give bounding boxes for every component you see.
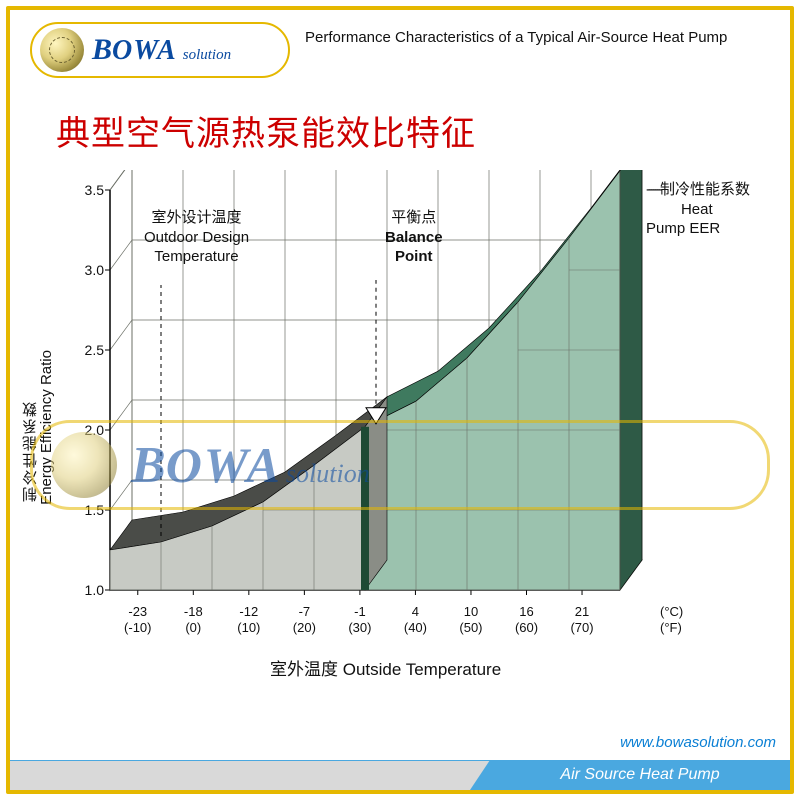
footer: www.bowasolution.com Air Source Heat Pum… [10,738,790,790]
main-title: 典型空气源热泵能效比特征 [56,106,476,155]
ann-balance-en: BalancePoint [385,229,443,266]
ann-eer: -------制冷性能系数 -------Heat Pump EER [646,180,750,239]
ann-eer-en: Heat Pump EER [646,201,720,238]
logo-owa: OWA [112,35,177,66]
ann-outdoor: 室外设计温度 Outdoor DesignTemperature [144,208,249,267]
ytick: 3.0 [78,262,104,278]
logo-b: B [92,33,112,66]
ytick: 2.0 [78,422,104,438]
footer-url[interactable]: www.bowasolution.com [620,734,776,751]
xlabel: 室外温度 Outside Temperature [270,655,501,680]
ann-eer-cn: 制冷性能系数 [660,181,750,198]
ytick: 2.5 [78,342,104,358]
ann-outdoor-cn: 室外设计温度 [144,208,249,228]
logo-orb-icon [40,28,84,72]
ann-balance-cn: 平衡点 [385,208,443,228]
x-unit-f: (°F) [660,620,682,635]
xtick: -7(20) [284,604,324,637]
subtitle: Performance Characteristics of a Typical… [305,24,765,51]
ytick: 1.0 [78,582,104,598]
xtick: 16(60) [507,604,547,637]
xtick: -18(0) [173,604,213,637]
chart: 制冷性能系数 Energy Efficiency Ratio 室外温度 Outs… [60,170,750,670]
xtick: 10(50) [451,604,491,637]
ytick: 1.5 [78,502,104,518]
ylabel-en: Energy Efficiency Ratio [38,350,55,505]
xtick: 21(70) [562,604,602,637]
logo-suffix: solution [183,47,231,63]
footer-tab: Air Source Heat Pump [490,760,790,790]
xtick: 4(40) [395,604,435,637]
ytick: 3.5 [78,182,104,198]
logo-box: BOWA solution [30,22,290,78]
ann-balance: 平衡点 BalancePoint [385,208,443,267]
xtick: -1(30) [340,604,380,637]
ann-outdoor-en: Outdoor DesignTemperature [144,228,249,267]
x-unit-c: (°C) [660,604,683,619]
logo-text: BOWA solution [92,33,231,67]
xtick: -12(10) [229,604,269,637]
xtick: -23(-10) [118,604,158,637]
